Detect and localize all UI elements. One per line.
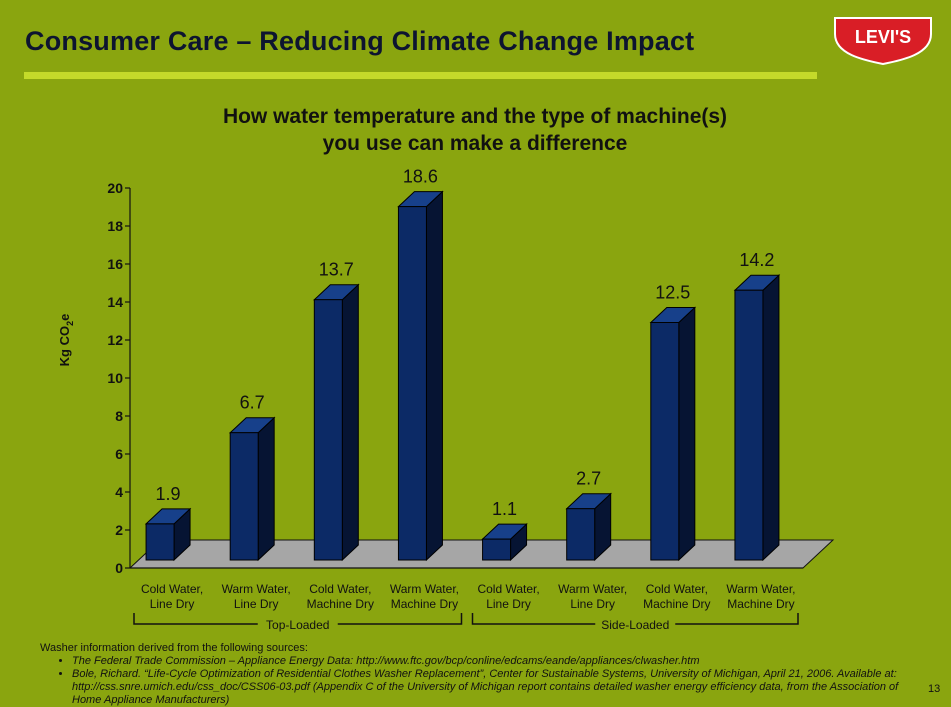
x-category-label-line1: Warm Water, (726, 582, 795, 596)
bar-value-label: 14.2 (739, 250, 774, 270)
chart-title-line-2: you use can make a difference (322, 132, 628, 155)
bar-side (762, 274, 780, 562)
group-label: Side-Loaded (601, 618, 669, 632)
bar-side (678, 306, 696, 562)
title-rule (24, 72, 817, 79)
chart-title: How water temperature and the type of ma… (150, 103, 800, 157)
x-category-label-line2: Machine Dry (727, 597, 794, 611)
x-category-label-line1: Warm Water, (390, 582, 459, 596)
y-tick-label: 0 (115, 560, 123, 576)
x-category-label-line1: Cold Water, (477, 582, 539, 596)
x-category-label-line2: Line Dry (234, 597, 279, 611)
y-axis-label: Kg CO2e (57, 314, 75, 367)
bar (145, 523, 175, 561)
y-tick-label: 4 (115, 484, 123, 500)
bar (650, 322, 680, 561)
footnote-item-bole: Bole, Richard. “Life-Cycle Optimization … (72, 668, 920, 707)
y-tick-label: 18 (107, 218, 123, 234)
group-label: Top-Loaded (266, 618, 329, 632)
y-tick-label: 6 (115, 446, 123, 462)
bar-side (341, 283, 359, 562)
bar-value-label: 13.7 (319, 260, 354, 280)
bar (734, 289, 764, 561)
x-category-label-line2: Line Dry (570, 597, 615, 611)
group-label-bg (257, 617, 338, 631)
bar (229, 432, 259, 561)
bar-value-label: 1.1 (492, 499, 517, 519)
y-tick-label: 16 (107, 256, 123, 272)
bar-side (257, 416, 275, 562)
bar (566, 508, 596, 561)
bar (397, 206, 427, 561)
y-tick-label: 12 (107, 332, 123, 348)
chart-title-line-1: How water temperature and the type of ma… (222, 105, 728, 128)
y-tick-label: 20 (107, 180, 123, 196)
slide-title: Consumer Care – Reducing Climate Change … (25, 26, 695, 56)
x-category-label-line1: Warm Water, (558, 582, 627, 596)
x-category-label-line1: Warm Water, (222, 582, 291, 596)
bar (313, 299, 343, 561)
bar-value-label: 6.7 (240, 393, 265, 413)
x-category-label-line1: Cold Water, (141, 582, 203, 596)
sources-footnote: Washer information derived from the foll… (40, 642, 920, 707)
levis-logo: LEVI'S (834, 17, 932, 66)
x-category-label-line1: Cold Water, (309, 582, 371, 596)
bar-value-label: 2.7 (576, 469, 601, 489)
footnote-item-ftc: The Federal Trade Commission – Appliance… (72, 655, 920, 668)
x-category-label-line2: Line Dry (486, 597, 531, 611)
bar-value-label: 1.9 (156, 484, 181, 504)
bar (482, 538, 512, 561)
x-category-label-line1: Cold Water, (646, 582, 708, 596)
y-tick-label: 14 (107, 294, 123, 310)
y-tick-label: 10 (107, 370, 123, 386)
bar-value-label: 12.5 (655, 283, 690, 303)
x-category-label-line2: Machine Dry (391, 597, 458, 611)
group-label-bg (595, 617, 676, 631)
y-tick-label: 2 (115, 522, 123, 538)
bar-side (425, 190, 443, 562)
x-category-label-line2: Machine Dry (643, 597, 710, 611)
bar-value-label: 18.6 (403, 167, 438, 187)
y-tick-label: 8 (115, 408, 123, 424)
levis-logo-text: LEVI'S (855, 27, 911, 47)
page-number: 13 (928, 683, 941, 695)
x-category-label-line2: Machine Dry (307, 597, 374, 611)
x-category-label-line2: Line Dry (150, 597, 195, 611)
footnote-intro: Washer information derived from the foll… (40, 642, 308, 654)
